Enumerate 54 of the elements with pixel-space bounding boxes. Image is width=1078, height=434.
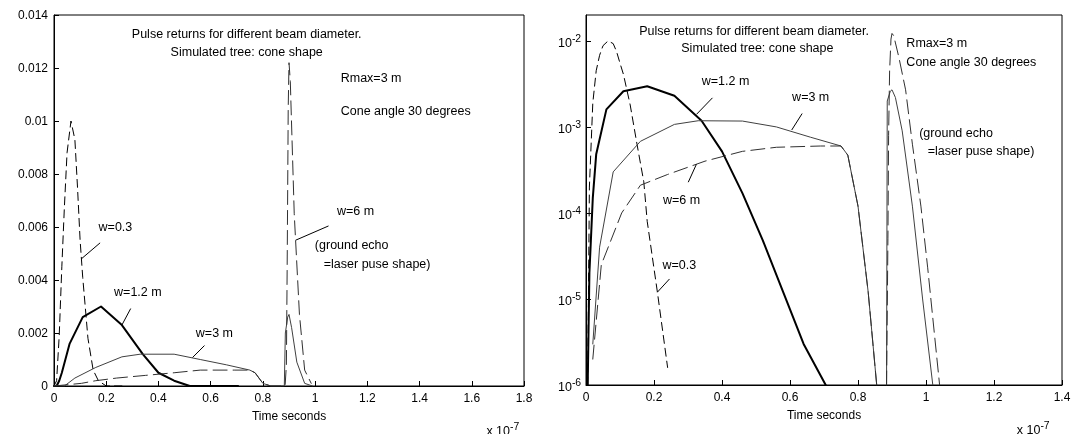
x-tick-label: 1.8: [515, 391, 533, 405]
y-tick-label: 10$^{-4}$: [558, 203, 582, 223]
annotation: w=1.2 m: [113, 285, 162, 300]
x-tick-label: 1.4: [1053, 390, 1071, 404]
annotation: w=3 m: [194, 325, 233, 340]
annotation: Cone angle 30 degrees: [340, 104, 471, 119]
x-tick-label: 0.8: [849, 390, 867, 404]
annotation: (ground echo: [314, 238, 389, 253]
x-tick-label: 1.2: [358, 391, 376, 405]
annotation: w=0.3: [661, 258, 697, 273]
y-tick-label: 0.012: [17, 61, 49, 75]
annotation: w=1.2 m: [700, 74, 750, 89]
y-tick-label: 0: [41, 379, 49, 393]
annotation: w=6 m: [661, 193, 701, 208]
text: x 10$^{-7}$: [1016, 418, 1050, 434]
annotation: =laser puse shape): [927, 144, 1035, 159]
y-tick-label: 0.008: [17, 167, 49, 181]
x-axis-title: Time seconds: [251, 409, 327, 423]
annotation: w=0.3: [97, 219, 133, 234]
x-tick-label: 1.4: [411, 391, 429, 405]
annotation: w=6 m: [335, 204, 375, 219]
x-tick-label: 0.6: [781, 390, 799, 404]
annotation: Cone angle 30 degrees: [906, 54, 1037, 69]
x-tick-label: 0.2: [97, 391, 115, 405]
annotation: Rmax=3 m: [906, 35, 968, 50]
x-tick-label: 0.6: [202, 391, 220, 405]
x-tick-label: 0: [50, 391, 58, 405]
y-tick-label: 0.01: [24, 114, 49, 128]
x-tick-label: 0.4: [713, 390, 731, 404]
y-tick-label: 10$^{-6}$: [558, 376, 582, 395]
annotation: (ground echo: [919, 126, 993, 141]
text: Pulse returns for different beam diameter.: [131, 26, 362, 41]
y-tick-label: 0.006: [17, 220, 49, 234]
x-tick-label: 1: [311, 391, 319, 405]
annotation: =laser puse shape): [323, 256, 431, 271]
text: Pulse returns for different beam diameter.: [639, 23, 869, 38]
x-tick-label: 0.4: [150, 391, 168, 405]
x-tick-label: 1.6: [463, 391, 481, 405]
y-tick-label: 0.014: [17, 8, 49, 22]
y-tick-label: 0.004: [17, 273, 49, 287]
y-tick-label: 0.002: [17, 326, 49, 340]
text: x 10$^{-7}$: [486, 419, 520, 434]
x-axis-title: Time seconds: [786, 408, 862, 422]
x-tick-label: 0.2: [645, 390, 663, 404]
text: Simulated tree: cone shape: [170, 45, 323, 60]
annotation: w=3 m: [791, 90, 830, 105]
annotation: Rmax=3 m: [340, 71, 402, 86]
y-tick-label: 10$^{-2}$: [558, 31, 582, 51]
x-tick-label: 0.8: [254, 391, 272, 405]
x-tick-label: 1: [922, 390, 930, 404]
y-tick-label: 10$^{-5}$: [558, 289, 582, 309]
text: Simulated tree: cone shape: [681, 41, 834, 56]
x-tick-label: 1.2: [985, 390, 1003, 404]
y-tick-label: 10$^{-3}$: [558, 117, 582, 137]
